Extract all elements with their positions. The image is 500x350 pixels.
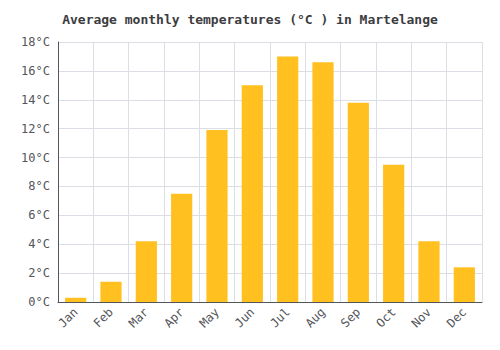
svg-text:16°C: 16°C bbox=[21, 64, 50, 78]
svg-text:6°C: 6°C bbox=[28, 208, 50, 222]
svg-text:Mar: Mar bbox=[126, 305, 151, 330]
svg-text:Dec: Dec bbox=[444, 305, 469, 330]
svg-text:Apr: Apr bbox=[161, 305, 186, 330]
svg-text:2°C: 2°C bbox=[28, 266, 50, 280]
svg-text:Jun: Jun bbox=[232, 305, 257, 330]
svg-text:18°C: 18°C bbox=[21, 35, 50, 49]
svg-text:12°C: 12°C bbox=[21, 122, 50, 136]
svg-text:Jul: Jul bbox=[267, 305, 292, 330]
svg-text:Sep: Sep bbox=[338, 305, 363, 330]
svg-text:Nov: Nov bbox=[409, 305, 434, 330]
svg-text:Feb: Feb bbox=[91, 305, 116, 330]
svg-text:Average monthly temperatures (: Average monthly temperatures (°C ) in Ma… bbox=[62, 12, 438, 27]
svg-text:Jan: Jan bbox=[55, 305, 80, 330]
svg-text:10°C: 10°C bbox=[21, 151, 50, 165]
svg-text:8°C: 8°C bbox=[28, 179, 50, 193]
svg-text:May: May bbox=[197, 305, 222, 330]
svg-text:14°C: 14°C bbox=[21, 93, 50, 107]
svg-text:Oct: Oct bbox=[373, 305, 398, 330]
svg-text:4°C: 4°C bbox=[28, 237, 50, 251]
svg-text:Aug: Aug bbox=[303, 305, 328, 330]
svg-text:0°C: 0°C bbox=[28, 295, 50, 309]
